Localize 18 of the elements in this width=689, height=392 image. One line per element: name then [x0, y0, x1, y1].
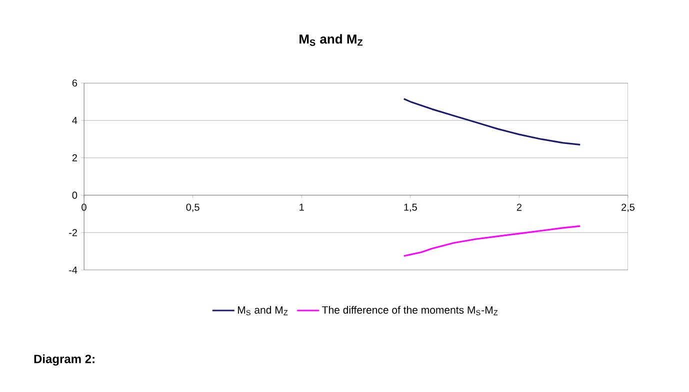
line-series: [403, 225, 581, 257]
y-tick-label: -4: [69, 266, 78, 274]
line-series: [403, 98, 581, 146]
y-tick-label: 6: [72, 79, 78, 87]
y-tick-label: 2: [72, 154, 77, 162]
y-tick-label: -2: [69, 229, 77, 236]
legend-label: M$_{S}$ and M$_{Z}$: [238, 306, 288, 316]
y-tick-label: 0: [72, 192, 78, 199]
x-tick-label: 0: [82, 204, 86, 211]
x-tick-label: 1: [300, 204, 304, 211]
x-tick-label: 1,5: [404, 204, 417, 212]
x-tick-label: 2: [516, 204, 522, 211]
y-tick-label: 4: [72, 116, 78, 124]
legend-label: The difference of the moments M$_{S}$-M$_{Z}$: [322, 306, 498, 316]
x-tick-label: 0,5: [186, 204, 200, 212]
chart-title: M$_{S}$ and M$_{Z}$: [300, 34, 363, 46]
x-tick-label: 2,5: [622, 204, 635, 212]
text: Diagram 2:: [34, 354, 94, 366]
